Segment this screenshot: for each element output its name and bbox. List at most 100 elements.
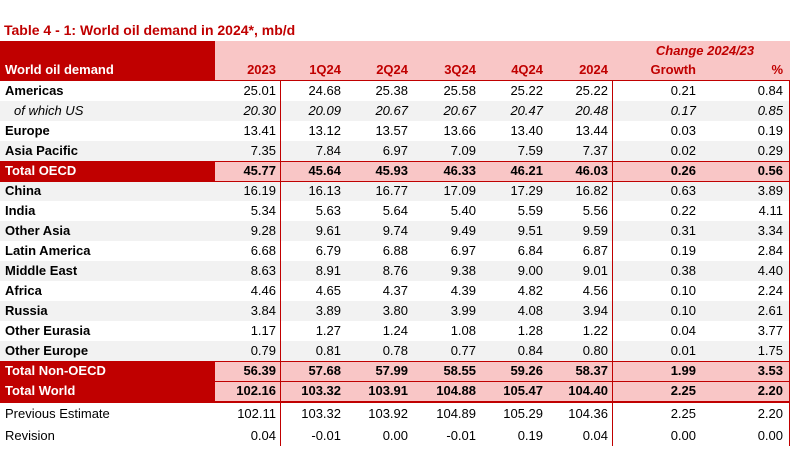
cell-value: 57.99 bbox=[375, 363, 408, 378]
cell-value: 0.84 bbox=[517, 343, 543, 358]
cell-value: 6.88 bbox=[382, 243, 408, 258]
cell-value: 9.28 bbox=[250, 223, 276, 238]
cell-value: 104.88 bbox=[436, 383, 476, 398]
cell-value: 0.78 bbox=[382, 343, 408, 358]
cell-value: 58.55 bbox=[443, 363, 476, 378]
total-row-bg bbox=[215, 381, 790, 401]
column-rule bbox=[280, 81, 281, 446]
cell-value: 3.94 bbox=[582, 303, 608, 318]
cell-value: 16.77 bbox=[375, 183, 408, 198]
cell-value: 6.97 bbox=[382, 143, 408, 158]
cell-value: 0.00 bbox=[670, 428, 696, 443]
cell-value: 2.25 bbox=[670, 383, 696, 398]
cell-value: 25.01 bbox=[243, 83, 276, 98]
cell-value: 20.67 bbox=[443, 103, 476, 118]
cell-value: 45.93 bbox=[375, 163, 408, 178]
row-label: Other Asia bbox=[5, 223, 71, 238]
cell-value: 0.56 bbox=[757, 163, 783, 178]
cell-value: 2.20 bbox=[757, 406, 783, 421]
cell-value: 0.10 bbox=[670, 303, 696, 318]
cell-value: 46.03 bbox=[575, 163, 608, 178]
cell-value: 0.01 bbox=[670, 343, 696, 358]
cell-value: 0.04 bbox=[582, 428, 608, 443]
header-bg bbox=[215, 41, 790, 81]
cell-value: 4.40 bbox=[757, 263, 783, 278]
cell-value: 5.59 bbox=[517, 203, 543, 218]
cell-value: 57.68 bbox=[308, 363, 341, 378]
cell-value: 7.84 bbox=[315, 143, 341, 158]
header-group: Change 2024/23 bbox=[655, 43, 755, 58]
cell-value: 16.19 bbox=[243, 183, 276, 198]
cell-value: 13.66 bbox=[443, 123, 476, 138]
cell-value: 0.21 bbox=[670, 83, 696, 98]
cell-value: 0.10 bbox=[670, 283, 696, 298]
cell-value: 5.63 bbox=[315, 203, 341, 218]
row-label: Europe bbox=[5, 123, 50, 138]
cell-value: 0.22 bbox=[670, 203, 696, 218]
row-stripe bbox=[0, 341, 790, 361]
cell-value: 4.56 bbox=[582, 283, 608, 298]
cell-value: 2.25 bbox=[670, 406, 696, 421]
cell-value: 5.56 bbox=[582, 203, 608, 218]
cell-value: 0.29 bbox=[757, 143, 783, 158]
row-label: Latin America bbox=[5, 243, 91, 258]
row-label: China bbox=[5, 183, 42, 198]
cell-value: 20.48 bbox=[575, 103, 608, 118]
cell-value: 8.91 bbox=[315, 263, 341, 278]
cell-value: 3.84 bbox=[250, 303, 276, 318]
cell-value: 4.39 bbox=[450, 283, 476, 298]
row-stripe bbox=[0, 101, 790, 121]
table-title: Table 4 - 1: World oil demand in 2024*, … bbox=[4, 22, 296, 38]
cell-value: 25.22 bbox=[575, 83, 608, 98]
cell-value: 0.81 bbox=[315, 343, 341, 358]
cell-value: 0.31 bbox=[670, 223, 696, 238]
row-label: Asia Pacific bbox=[5, 143, 78, 158]
cell-value: 3.34 bbox=[757, 223, 783, 238]
cell-value: 104.40 bbox=[568, 383, 608, 398]
cell-value: 6.79 bbox=[315, 243, 341, 258]
cell-value: 0.00 bbox=[757, 428, 783, 443]
cell-value: 4.37 bbox=[382, 283, 408, 298]
row-label: Revision bbox=[5, 428, 55, 443]
cell-value: 0.79 bbox=[250, 343, 276, 358]
cell-value: 103.92 bbox=[368, 406, 408, 421]
cell-value: 6.84 bbox=[517, 243, 543, 258]
cell-value: 102.16 bbox=[236, 383, 276, 398]
cell-value: 0.84 bbox=[757, 83, 783, 98]
cell-value: 7.09 bbox=[450, 143, 476, 158]
row-stripe bbox=[0, 181, 790, 201]
cell-value: -0.01 bbox=[446, 428, 476, 443]
cell-value: 6.87 bbox=[582, 243, 608, 258]
cell-value: 9.49 bbox=[450, 223, 476, 238]
cell-value: -0.01 bbox=[311, 428, 341, 443]
cell-value: 6.97 bbox=[450, 243, 476, 258]
cell-value: 4.08 bbox=[517, 303, 543, 318]
cell-value: 2.20 bbox=[757, 383, 783, 398]
row-label: Previous Estimate bbox=[5, 406, 110, 421]
column-header: 2024 bbox=[579, 62, 608, 77]
column-rule bbox=[789, 81, 790, 446]
cell-value: 3.80 bbox=[382, 303, 408, 318]
cell-value: 104.36 bbox=[568, 406, 608, 421]
cell-value: 8.76 bbox=[382, 263, 408, 278]
cell-value: 0.00 bbox=[382, 428, 408, 443]
cell-value: 17.09 bbox=[443, 183, 476, 198]
column-header: 2Q24 bbox=[376, 62, 408, 77]
row-label: of which US bbox=[14, 103, 84, 118]
cell-value: 56.39 bbox=[243, 363, 276, 378]
cell-value: 3.99 bbox=[450, 303, 476, 318]
cell-value: 1.22 bbox=[582, 323, 608, 338]
column-header: % bbox=[771, 62, 783, 77]
total-row-bg bbox=[215, 361, 790, 381]
cell-value: 1.28 bbox=[517, 323, 543, 338]
cell-value: 9.00 bbox=[517, 263, 543, 278]
cell-value: 20.30 bbox=[243, 103, 276, 118]
cell-value: 46.33 bbox=[443, 163, 476, 178]
cell-value: 0.19 bbox=[757, 123, 783, 138]
cell-value: 0.19 bbox=[670, 243, 696, 258]
cell-value: 102.11 bbox=[237, 406, 276, 421]
cell-value: 2.84 bbox=[757, 243, 783, 258]
rule bbox=[0, 80, 790, 81]
cell-value: 25.22 bbox=[510, 83, 543, 98]
